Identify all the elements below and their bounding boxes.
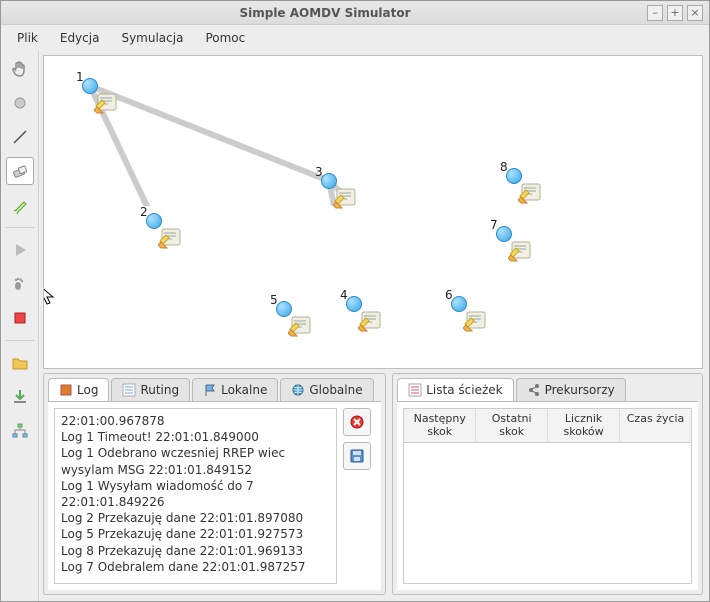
- th-next-hop[interactable]: Następny skok: [404, 409, 476, 442]
- tab-prekursorzy[interactable]: Prekursorzy: [516, 378, 626, 401]
- graph-canvas[interactable]: 12345678: [43, 55, 703, 369]
- node-note-icon-4[interactable]: [358, 310, 384, 332]
- window-title: Simple AOMDV Simulator: [7, 6, 643, 20]
- log-icon: [59, 383, 73, 397]
- log-line: Log 5 Przekazuję dane 22:01:01.927573: [61, 526, 330, 542]
- cursor-icon: [43, 284, 58, 308]
- node-note-icon-1[interactable]: [94, 92, 120, 114]
- log-line: Log 8 Przekazuję dane 22:01:01.969133: [61, 543, 330, 559]
- stop-icon[interactable]: [6, 304, 34, 332]
- foot-icon[interactable]: [6, 270, 34, 298]
- log-line: Log 1 Timeout! 22:01:01.849000: [61, 429, 330, 445]
- paths-table: Następny skok Ostatni skok Licznik skokó…: [403, 408, 692, 584]
- titlebar: Simple AOMDV Simulator – + ×: [1, 1, 709, 25]
- log-line: wysylam MSG 22:01:01.849152: [61, 462, 330, 478]
- left-toolbar: [1, 51, 39, 601]
- node-note-icon-5[interactable]: [288, 315, 314, 337]
- log-line: Log 2 Przekazuję dane 22:01:01.897080: [61, 510, 330, 526]
- toolbar-separator: [6, 340, 34, 341]
- table-header: Następny skok Ostatni skok Licznik skokó…: [404, 409, 691, 443]
- tab-lista-ścieżek[interactable]: Lista ścieżek: [397, 378, 513, 401]
- tab-label: Ruting: [140, 383, 179, 397]
- tab-log[interactable]: Log: [48, 378, 109, 401]
- node-note-icon-3[interactable]: [333, 187, 359, 209]
- log-buttons: [343, 408, 375, 584]
- toolbar-separator: [6, 227, 34, 228]
- panel-right: Lista ścieżek Prekursorzy Następny skok O…: [392, 373, 703, 595]
- hand-icon[interactable]: [6, 55, 34, 83]
- play-icon[interactable]: [6, 236, 34, 264]
- close-button[interactable]: ×: [687, 5, 703, 21]
- tabs-right: Lista ścieżek Prekursorzy: [393, 374, 702, 401]
- node-note-icon-8[interactable]: [518, 182, 544, 204]
- menubar: Plik Edycja Symulacja Pomoc: [1, 25, 709, 51]
- node-note-icon-6[interactable]: [463, 310, 489, 332]
- menu-plik[interactable]: Plik: [7, 27, 48, 49]
- line-icon[interactable]: [6, 123, 34, 151]
- node-note-icon-7[interactable]: [508, 240, 534, 262]
- folder-icon[interactable]: [6, 349, 34, 377]
- maximize-button[interactable]: +: [667, 5, 683, 21]
- share-icon: [527, 383, 541, 397]
- app-window: Simple AOMDV Simulator – + × Plik Edycja…: [0, 0, 710, 602]
- panel-left-body: 22:01:00.967878Log 1 Timeout! 22:01:01.8…: [48, 401, 381, 590]
- tab-lokalne[interactable]: Lokalne: [192, 378, 278, 401]
- tabs-left: Log Ruting Lokalne Globalne: [44, 374, 385, 401]
- flag-icon: [203, 383, 217, 397]
- eraser-icon[interactable]: [6, 157, 34, 185]
- download-icon[interactable]: [6, 383, 34, 411]
- log-line: 22:01:01.849226: [61, 494, 330, 510]
- bottom-panels: Log Ruting Lokalne Globalne 22:01:00.967878…: [39, 373, 709, 601]
- main-area: 12345678 Log Ruting Lokalne Globalne 22:01:…: [39, 51, 709, 601]
- table-body: [404, 443, 691, 583]
- tab-label: Globalne: [309, 383, 362, 397]
- log-line: Log 7 Odebralem dane 22:01:01.987257: [61, 559, 330, 575]
- log-line: 22:01:00.967878: [61, 413, 330, 429]
- tab-globalne[interactable]: Globalne: [280, 378, 373, 401]
- tab-label: Lista ścieżek: [426, 383, 502, 397]
- tab-ruting[interactable]: Ruting: [111, 378, 190, 401]
- menu-pomoc[interactable]: Pomoc: [195, 27, 255, 49]
- brush-icon[interactable]: [6, 191, 34, 219]
- clear-log-button[interactable]: [343, 408, 371, 436]
- th-last-hop[interactable]: Ostatni skok: [476, 409, 548, 442]
- log-line: Log 1 Wysyłam wiadomość do 7: [61, 478, 330, 494]
- minimize-button[interactable]: –: [647, 5, 663, 21]
- th-hop-count[interactable]: Licznik skoków: [548, 409, 620, 442]
- list-icon: [122, 383, 136, 397]
- node-note-icon-2[interactable]: [158, 227, 184, 249]
- th-lifetime[interactable]: Czas życia: [620, 409, 691, 442]
- menu-symulacja[interactable]: Symulacja: [111, 27, 193, 49]
- tab-label: Lokalne: [221, 383, 267, 397]
- app-body: 12345678 Log Ruting Lokalne Globalne 22:01:…: [1, 51, 709, 601]
- menu-edycja[interactable]: Edycja: [50, 27, 110, 49]
- log-output: 22:01:00.967878Log 1 Timeout! 22:01:01.8…: [54, 408, 337, 584]
- tab-label: Log: [77, 383, 98, 397]
- network-icon[interactable]: [6, 417, 34, 445]
- save-log-button[interactable]: [343, 442, 371, 470]
- log-line: Log 1 Odebrano wczesniej RREP wiec: [61, 445, 330, 461]
- graph-nodes-layer: 12345678: [44, 56, 702, 368]
- circle-icon[interactable]: [6, 89, 34, 117]
- globe-icon: [291, 383, 305, 397]
- panel-left: Log Ruting Lokalne Globalne 22:01:00.967878…: [43, 373, 386, 595]
- tab-label: Prekursorzy: [545, 383, 615, 397]
- list-icon: [408, 383, 422, 397]
- panel-right-body: Następny skok Ostatni skok Licznik skokó…: [397, 401, 698, 590]
